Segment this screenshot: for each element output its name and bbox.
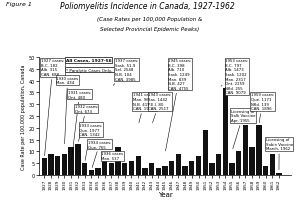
Text: 1941 cases:
Man. 969
N.B. 419
CAN. 1991: 1941 cases: Man. 969 N.B. 419 CAN. 1991 <box>133 93 156 123</box>
Text: 1934 cases:
Que. 765: 1934 cases: Que. 765 <box>88 140 111 168</box>
Bar <box>223 88 228 175</box>
Bar <box>156 168 161 175</box>
Bar <box>243 126 248 175</box>
Text: 1945 cases:
B.C. 398
Alb. 710
Sask. 1249
Man. 839
N.B. 427
CAN. 4755: 1945 cases: B.C. 398 Alb. 710 Sask. 1249… <box>166 59 192 151</box>
Bar <box>256 126 262 175</box>
Bar <box>136 156 141 175</box>
X-axis label: Year: Year <box>158 191 172 197</box>
Bar <box>209 163 214 175</box>
Bar <box>169 161 174 175</box>
Bar <box>122 163 128 175</box>
Bar <box>48 154 54 175</box>
Text: Poliomyelitis Incidence in Canada, 1927-1962: Poliomyelitis Incidence in Canada, 1927-… <box>60 2 235 11</box>
Y-axis label: Case Rate per 100,000 population, Canada: Case Rate per 100,000 population, Canada <box>21 64 26 169</box>
Text: 1930 cases
Man. 434: 1930 cases Man. 434 <box>56 76 79 144</box>
Bar <box>55 156 60 175</box>
Text: Licensing of
Salk Vaccine
Apr. 1955: Licensing of Salk Vaccine Apr. 1955 <box>231 109 255 149</box>
Text: 1927 cases:
B.C. 182
Alb. 315
CAN. 688: 1927 cases: B.C. 182 Alb. 315 CAN. 688 <box>41 59 64 156</box>
Text: All Cases, 1927-56: All Cases, 1927-56 <box>66 59 111 63</box>
Text: (Case Rates per 100,000 Population &: (Case Rates per 100,000 Population & <box>98 16 202 21</box>
Bar <box>216 154 221 175</box>
Bar <box>182 166 188 175</box>
Bar <box>129 161 134 175</box>
Text: Figure 1: Figure 1 <box>6 2 32 7</box>
Bar <box>236 152 242 175</box>
Bar <box>142 168 148 175</box>
Text: 1953 cases:
B.C. 797
Alb. 1473
Sask. 1202
Man. 2317
Ont. 2259
Nfld. 255
CAN. 907: 1953 cases: B.C. 797 Alb. 1473 Sask. 120… <box>221 59 249 95</box>
Text: * Paralytic Cases Only, 1957-62: * Paralytic Cases Only, 1957-62 <box>66 68 131 72</box>
Text: 1943 cases:
Sas. 1442
P.E.I. 80
CAN. 2517: 1943 cases: Sas. 1442 P.E.I. 80 CAN. 251… <box>148 93 172 123</box>
Text: 1931 cases:
Ont. 480: 1931 cases: Ont. 480 <box>68 91 91 161</box>
Bar <box>202 130 208 175</box>
Bar <box>276 173 282 175</box>
Bar <box>102 154 107 175</box>
Text: Licensing of
Sabin Vaccine
March, 1962: Licensing of Sabin Vaccine March, 1962 <box>266 138 293 170</box>
Bar <box>149 163 154 175</box>
Text: 1937 cases:
Sask. 51.9
Sel. 2548
N.B. 104
CAN. 3985: 1937 cases: Sask. 51.9 Sel. 2548 N.B. 10… <box>113 59 138 86</box>
Bar <box>229 163 235 175</box>
Text: 1933 cases:
Que. 1977
CAN. 1342: 1933 cases: Que. 1977 CAN. 1342 <box>79 123 103 161</box>
Bar <box>95 168 101 175</box>
Bar <box>68 147 74 175</box>
Bar <box>88 170 94 175</box>
Bar <box>189 161 194 175</box>
Text: Selected Provincial Epidemic Peaks): Selected Provincial Epidemic Peaks) <box>100 27 200 32</box>
Bar <box>263 166 268 175</box>
Bar <box>176 154 181 175</box>
Bar <box>162 166 168 175</box>
Bar <box>75 145 81 175</box>
Text: 1932 cases:
Ont. 673: 1932 cases: Ont. 673 <box>74 105 98 142</box>
Text: 1959 cases:
Que. 1171
Nfld. 139
CAN. 1896: 1959 cases: Que. 1171 Nfld. 139 CAN. 189… <box>251 93 274 123</box>
Bar <box>270 154 275 175</box>
Text: 1936 cases
Man. 537: 1936 cases Man. 537 <box>101 152 123 160</box>
Bar <box>62 154 67 175</box>
Bar <box>82 163 87 175</box>
Bar <box>249 147 255 175</box>
Bar <box>116 147 121 175</box>
Bar <box>196 156 201 175</box>
Bar <box>42 159 47 175</box>
Bar <box>109 163 114 175</box>
